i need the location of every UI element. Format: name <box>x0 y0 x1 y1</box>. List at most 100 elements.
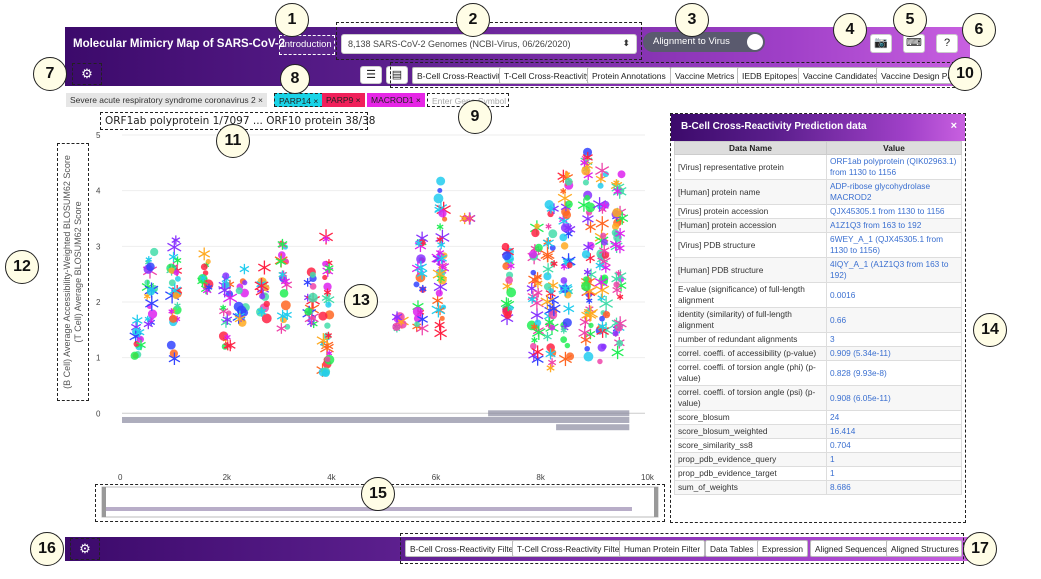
data-point[interactable] <box>220 304 227 311</box>
data-point[interactable] <box>547 358 557 367</box>
tab-vaccine-candidates[interactable]: Vaccine Candidates <box>798 67 883 84</box>
tab-b-cell-cross-reactivity[interactable]: B-Cell Cross-Reactivity <box>412 67 510 84</box>
data-point[interactable] <box>284 323 291 330</box>
data-point[interactable] <box>322 235 330 243</box>
data-point[interactable] <box>276 323 287 334</box>
data-point[interactable] <box>321 293 331 303</box>
data-point[interactable] <box>613 186 622 196</box>
data-point[interactable] <box>597 358 603 365</box>
data-point[interactable] <box>560 277 568 284</box>
data-point[interactable] <box>582 179 589 186</box>
data-point[interactable] <box>322 274 328 281</box>
data-point[interactable] <box>562 210 572 219</box>
data-point[interactable] <box>278 270 287 279</box>
data-point[interactable] <box>613 316 627 331</box>
data-point[interactable] <box>438 209 447 218</box>
close-icon[interactable]: × <box>313 96 319 106</box>
data-point[interactable] <box>530 323 538 331</box>
gene-chip-parp14[interactable]: PARP14 × <box>274 93 324 107</box>
data-point[interactable] <box>224 339 236 352</box>
data-point[interactable] <box>597 321 608 332</box>
data-point[interactable] <box>566 352 575 361</box>
tab-human-protein-filter[interactable]: Human Protein Filter <box>619 540 706 557</box>
data-point[interactable] <box>437 240 446 250</box>
data-point[interactable] <box>324 356 331 363</box>
data-point[interactable] <box>601 238 608 246</box>
data-point[interactable] <box>583 268 592 277</box>
row-value[interactable]: 0.828 (9.93e-8) <box>826 360 962 386</box>
range-handle-right[interactable] <box>654 487 658 517</box>
range-handle-left[interactable] <box>102 487 106 517</box>
data-point[interactable] <box>168 251 179 263</box>
data-point[interactable] <box>174 275 181 282</box>
data-point[interactable] <box>198 247 211 261</box>
row-value[interactable]: 24 <box>826 410 962 425</box>
data-point[interactable] <box>601 262 611 273</box>
data-point[interactable] <box>601 251 610 259</box>
data-point[interactable] <box>615 228 626 239</box>
data-point[interactable] <box>436 235 444 244</box>
data-point[interactable] <box>136 335 145 343</box>
data-point[interactable] <box>131 314 143 327</box>
data-point[interactable] <box>584 345 590 352</box>
data-point[interactable] <box>560 336 568 343</box>
tab-aligned-structures[interactable]: Aligned Structures <box>886 540 962 557</box>
data-point[interactable] <box>234 313 245 325</box>
data-point[interactable] <box>560 326 567 334</box>
data-point[interactable] <box>559 233 568 242</box>
data-point[interactable] <box>612 330 619 337</box>
data-point[interactable] <box>134 326 145 338</box>
data-point[interactable] <box>597 343 606 352</box>
gear-icon[interactable]: ⚙ <box>70 538 100 560</box>
data-point[interactable] <box>543 272 552 281</box>
row-value[interactable]: 0.0016 <box>826 282 962 308</box>
data-point[interactable] <box>431 302 446 318</box>
data-point[interactable] <box>168 308 175 315</box>
row-value[interactable]: 0.704 <box>826 438 962 453</box>
data-point[interactable] <box>436 176 446 186</box>
data-point[interactable] <box>564 171 571 178</box>
scatter-plot[interactable]: 0 1 2 3 4 5 0 2k 4k 6k 8k 10k <box>90 125 660 485</box>
data-point[interactable] <box>435 289 443 297</box>
row-value[interactable]: 6WEY_A_1 (QJX45305.1 from 1130 to 1156) <box>826 232 962 258</box>
data-point[interactable] <box>279 288 289 298</box>
data-point[interactable] <box>222 272 230 280</box>
data-point[interactable] <box>550 260 558 268</box>
data-point[interactable] <box>599 315 605 322</box>
data-point[interactable] <box>564 177 573 186</box>
data-point[interactable] <box>543 282 552 291</box>
data-point[interactable] <box>531 345 544 359</box>
data-point[interactable] <box>547 301 561 317</box>
data-point[interactable] <box>173 256 182 265</box>
data-point[interactable] <box>416 254 426 264</box>
data-point[interactable] <box>275 255 287 268</box>
data-point[interactable] <box>437 188 443 194</box>
row-value[interactable]: 16.414 <box>826 424 962 439</box>
data-point[interactable] <box>263 300 270 308</box>
data-point[interactable] <box>583 305 598 321</box>
data-point[interactable] <box>235 287 243 295</box>
data-point[interactable] <box>416 313 429 326</box>
data-point[interactable] <box>224 333 231 341</box>
data-point[interactable] <box>542 263 554 275</box>
data-point[interactable] <box>612 183 627 199</box>
data-point[interactable] <box>613 281 620 288</box>
data-point[interactable] <box>145 256 153 263</box>
data-point[interactable] <box>527 294 537 304</box>
row-value[interactable]: 0.66 <box>826 307 962 333</box>
data-point[interactable] <box>547 210 554 218</box>
data-point[interactable] <box>595 282 610 298</box>
data-point[interactable] <box>617 170 626 179</box>
data-point[interactable] <box>548 288 554 294</box>
data-point[interactable] <box>545 348 556 360</box>
keyboard-icon[interactable]: ⌨ <box>903 34 925 53</box>
data-point[interactable] <box>583 351 594 362</box>
tab-data-tables[interactable]: Data Tables <box>705 540 759 557</box>
data-point[interactable] <box>433 193 444 204</box>
camera-icon[interactable]: 📷 <box>870 34 892 53</box>
data-point[interactable] <box>534 319 542 327</box>
data-point[interactable] <box>205 259 211 265</box>
data-point[interactable] <box>144 315 151 323</box>
data-point[interactable] <box>602 171 609 178</box>
row-value[interactable]: 4IQY_A_1 (A1Z1Q3 from 163 to 192) <box>826 257 962 283</box>
